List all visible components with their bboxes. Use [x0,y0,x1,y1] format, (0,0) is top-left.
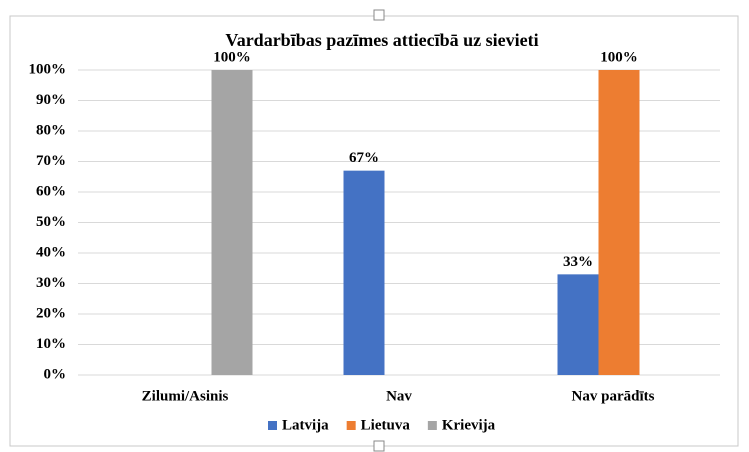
y-tick-label: 100% [29,61,67,77]
bar [211,70,253,375]
x-tick-label: Nav [386,388,412,404]
legend-swatch [346,421,356,430]
y-tick-label: 60% [36,183,66,199]
data-label: 100% [600,49,638,65]
legend-swatch [427,421,437,430]
legend-label: Krievija [442,417,496,433]
data-label: 67% [349,150,379,166]
bar [598,70,640,375]
bar [343,170,385,375]
x-tick-label: Zilumi/Asinis [142,388,229,404]
data-label: 33% [563,254,593,270]
y-tick-label: 80% [36,122,66,138]
chart-title: Vardarbības pazīmes attiecībā uz sieviet… [225,30,538,50]
y-tick-label: 20% [36,305,66,321]
y-tick-label: 0% [44,366,67,382]
y-tick-label: 10% [36,336,66,352]
data-label: 100% [213,49,251,65]
resize-handle [373,9,385,21]
y-tick-label: 40% [36,244,66,260]
y-tick-label: 70% [36,153,66,169]
legend-swatch [268,421,277,430]
legend-label: Latvija [282,417,329,433]
resize-handle [373,440,385,452]
x-tick-label: Nav parādīts [572,388,655,404]
legend-label: Lietuva [361,417,411,433]
y-tick-label: 30% [36,275,66,291]
bar [557,274,599,375]
y-tick-label: 50% [36,214,66,230]
y-tick-label: 90% [36,92,66,108]
